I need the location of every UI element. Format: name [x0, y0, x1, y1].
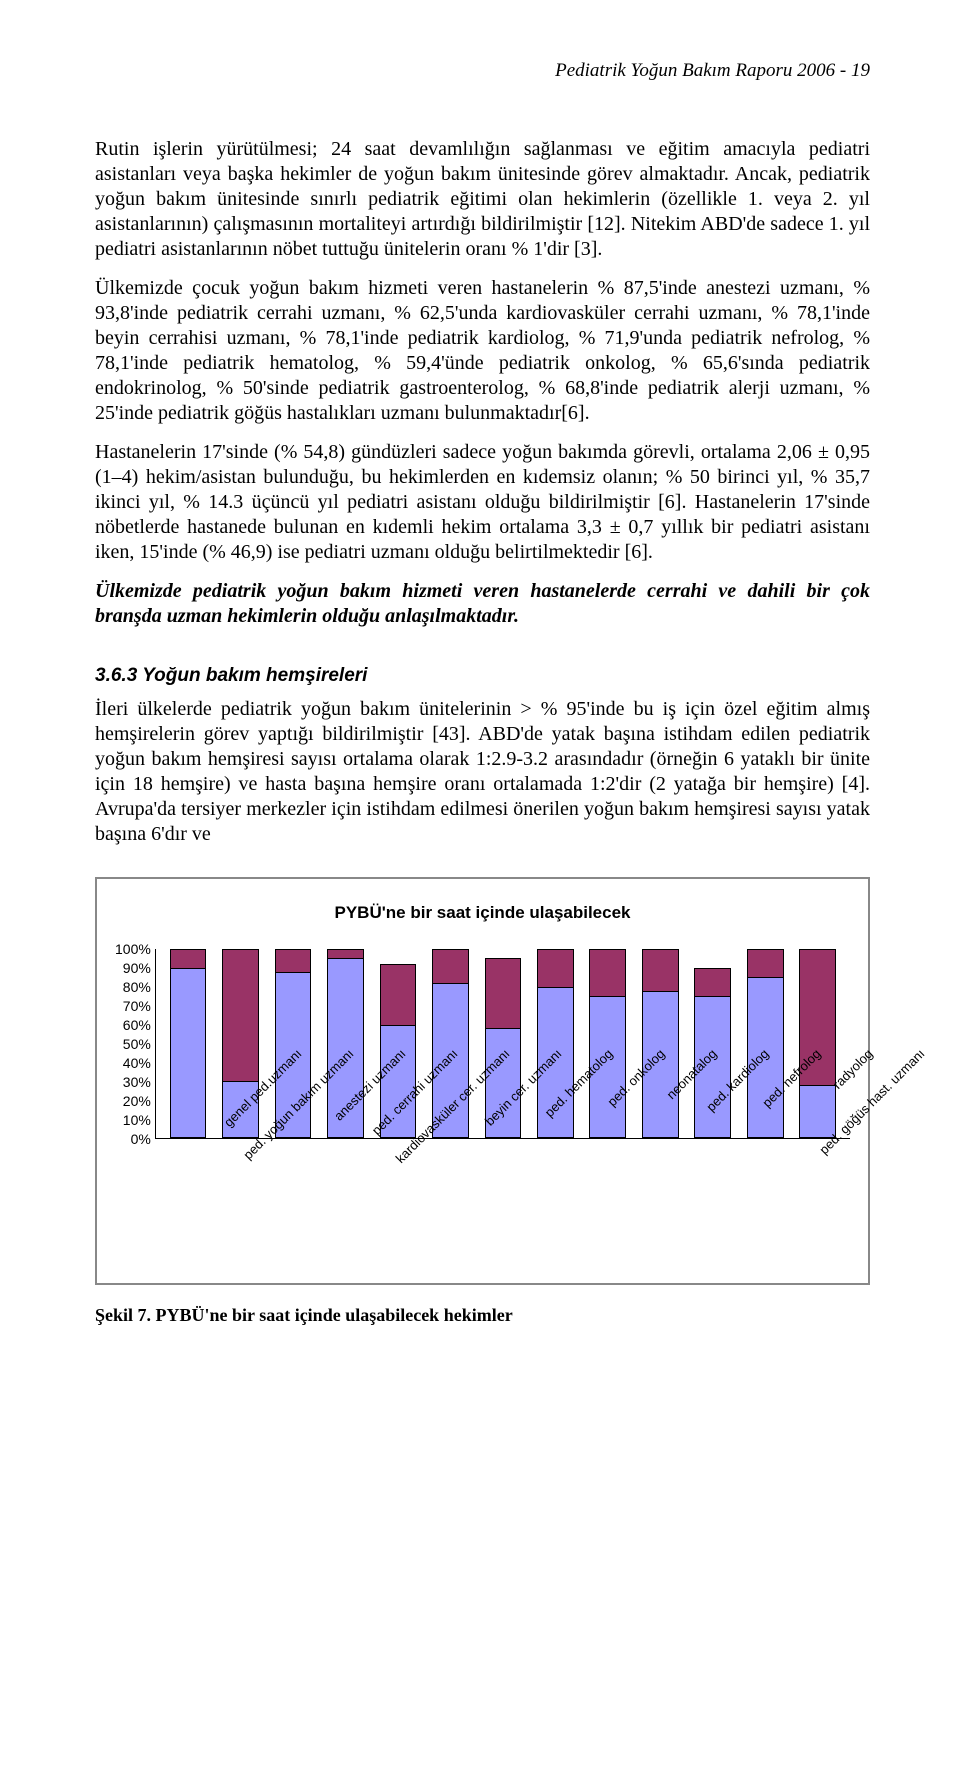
bar-segment-top	[589, 949, 626, 996]
paragraph-5: İleri ülkelerde pediatrik yoğun bakım ün…	[95, 697, 870, 847]
x-label-slot: ped. göğüs hast. uzmanı	[792, 1139, 844, 1269]
x-label-slot: kardiovasküler cer. uzmanı	[377, 1139, 429, 1269]
x-label-slot: beyin cer. uzmanı	[429, 1139, 481, 1269]
chart-plot-area: 100%90%80%70%60%50%40%30%20%10%0%	[115, 949, 850, 1139]
bar-segment-top	[275, 949, 312, 972]
x-label-slot: neonatalog	[584, 1139, 636, 1269]
bar-segment-top	[694, 968, 731, 996]
paragraph-3: Hastanelerin 17'sinde (% 54,8) gündüzler…	[95, 440, 870, 565]
figure-caption-text: Şekil 7. PYBÜ'ne bir saat içinde ulaşabi…	[95, 1305, 513, 1325]
x-label-slot: ped. nefrolog	[688, 1139, 740, 1269]
bar	[170, 949, 207, 1138]
x-label-slot: ped. kardiolog	[636, 1139, 688, 1269]
bar-segment-top	[432, 949, 469, 983]
x-label-slot: ped. yoğun bakım uzmanı	[221, 1139, 273, 1269]
paragraph-2: Ülkemizde çocuk yoğun bakım hizmeti vere…	[95, 276, 870, 426]
bar-slot	[162, 949, 214, 1138]
chart-y-axis: 100%90%80%70%60%50%40%30%20%10%0%	[115, 949, 151, 1139]
chart-title: PYBÜ'ne bir saat içinde ulaşabilecek	[115, 903, 850, 923]
chart-x-labels: genel ped.uzmanıped. yoğun bakım uzmanıa…	[163, 1139, 850, 1269]
paragraph-1: Rutin işlerin yürütülmesi; 24 saat devam…	[95, 137, 870, 262]
section-heading: 3.6.3 Yoğun bakım hemşireleri	[95, 665, 870, 687]
bar-segment-top	[642, 949, 679, 991]
bar-segment-top	[380, 964, 417, 1024]
chart-container: PYBÜ'ne bir saat içinde ulaşabilecek 100…	[95, 877, 870, 1285]
paragraph-4-emphasis: Ülkemizde pediatrik yoğun bakım hizmeti …	[95, 579, 870, 629]
x-label-slot: ped. hematolog	[481, 1139, 533, 1269]
x-label-slot: radyolog	[740, 1139, 792, 1269]
bar-segment-top	[222, 949, 259, 1081]
x-label-slot: genel ped.uzmanı	[169, 1139, 221, 1269]
bar-segment-top	[537, 949, 574, 987]
x-label-slot: ped. cerrahi uzmanı	[325, 1139, 377, 1269]
bar-segment-bottom	[170, 968, 207, 1138]
bar-segment-top	[747, 949, 784, 977]
x-label-slot: ped. onkolog	[532, 1139, 584, 1269]
figure-caption: Şekil 7. PYBÜ'ne bir saat içinde ulaşabi…	[95, 1305, 870, 1326]
x-label-slot: anestezi uzmanı	[273, 1139, 325, 1269]
page-header: Pediatrik Yoğun Bakım Raporu 2006 - 19	[95, 60, 870, 82]
bar-segment-top	[170, 949, 207, 968]
bar-segment-top	[327, 949, 364, 958]
bar-segment-top	[485, 958, 522, 1028]
